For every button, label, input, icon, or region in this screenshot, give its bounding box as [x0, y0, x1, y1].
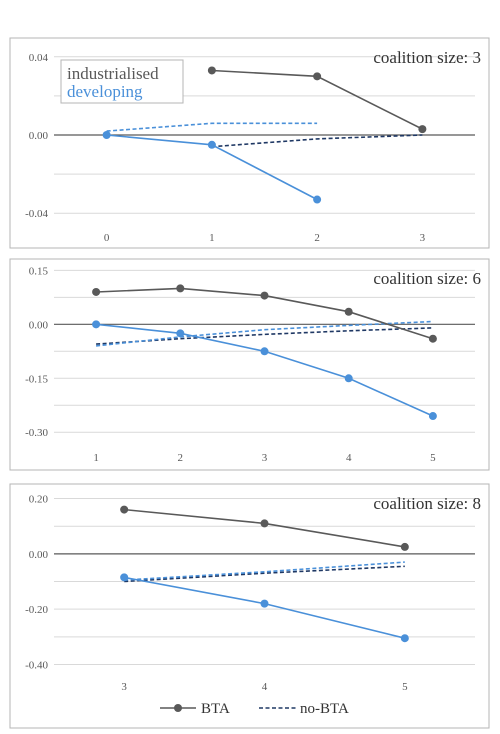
point-developing-bta — [344, 374, 353, 383]
series-industrialised-nobta — [124, 565, 405, 583]
x-tick-label: 2 — [314, 232, 320, 244]
series-developing-nobta — [96, 320, 433, 347]
point-industrialised-bta — [207, 66, 216, 75]
y-tick-label: 0.00 — [29, 319, 49, 331]
legend-nobta-label: no-BTA — [300, 701, 349, 717]
group-legend-developing: developing — [67, 82, 143, 101]
point-developing-bta — [207, 140, 216, 149]
panel-frame — [9, 258, 490, 471]
point-industrialised-bta — [260, 291, 269, 300]
panel-title: coalition size: 6 — [373, 269, 481, 288]
y-tick-label: -0.15 — [25, 373, 48, 385]
x-tick-label: 3 — [420, 232, 426, 244]
point-industrialised-bta — [313, 72, 322, 81]
point-industrialised-bta — [400, 542, 409, 551]
point-developing-bta — [313, 195, 322, 204]
point-industrialised-bta — [92, 287, 101, 296]
group-legend-industrialised: industrialised — [67, 64, 159, 83]
x-tick-label: 1 — [93, 452, 99, 464]
y-tick-label: 0.20 — [29, 494, 49, 506]
x-tick-label: 4 — [262, 681, 268, 693]
x-tick-label: 5 — [430, 452, 436, 464]
legend-bta-label: BTA — [201, 701, 230, 717]
point-developing-bta — [92, 320, 101, 329]
y-tick-label: -0.30 — [25, 427, 48, 439]
group-legend: industrialised developing — [60, 59, 184, 104]
line-legend: BTA no-BTA — [160, 701, 349, 717]
series-developing-nobta — [124, 561, 405, 581]
point-industrialised-bta — [418, 125, 427, 134]
point-industrialised-bta — [428, 334, 437, 343]
y-tick-label: 0.00 — [29, 549, 49, 561]
legend-bta-marker — [174, 704, 182, 712]
x-tick-label: 2 — [178, 452, 184, 464]
y-tick-label: 0.15 — [29, 265, 49, 277]
panel-coalition-8: 0.20 0.00 -0.20 -0.40 3 4 5 coalition size: 8 — [9, 483, 490, 729]
point-industrialised-bta — [120, 505, 129, 514]
point-developing-bta — [428, 412, 437, 421]
point-developing-bta — [176, 329, 185, 338]
series-developing-nobta — [106, 122, 318, 132]
x-tick-label: 3 — [262, 452, 268, 464]
x-tick-label: 3 — [121, 681, 127, 693]
panel-title: coalition size: 3 — [373, 48, 481, 67]
x-tick-label: 1 — [209, 232, 215, 244]
panel-title: coalition size: 8 — [373, 494, 481, 513]
point-industrialised-bta — [260, 519, 269, 528]
series-industrialised-nobta — [96, 327, 433, 345]
point-developing-bta — [260, 347, 269, 356]
y-tick-label: -0.40 — [25, 659, 48, 671]
y-tick-label: 0.04 — [29, 52, 49, 64]
point-industrialised-bta — [344, 307, 353, 316]
x-tick-label: 0 — [104, 232, 110, 244]
y-tick-label: 0.00 — [29, 130, 49, 142]
y-tick-label: -0.20 — [25, 604, 48, 616]
y-tick-label: -0.04 — [25, 208, 48, 220]
x-tick-label: 5 — [402, 681, 408, 693]
point-industrialised-bta — [176, 284, 185, 293]
x-tick-label: 4 — [346, 452, 352, 464]
series-industrialised-nobta — [211, 134, 423, 148]
point-developing-bta — [120, 573, 129, 582]
point-developing-bta — [260, 599, 269, 608]
panel-coalition-6: 0.15 0.00 -0.15 -0.30 1 2 3 4 5 coalition size: 6 — [9, 258, 490, 471]
point-developing-bta — [400, 634, 409, 643]
point-developing-bta — [102, 131, 111, 139]
panel-frame — [9, 483, 490, 729]
group-legend-box — [60, 59, 184, 104]
